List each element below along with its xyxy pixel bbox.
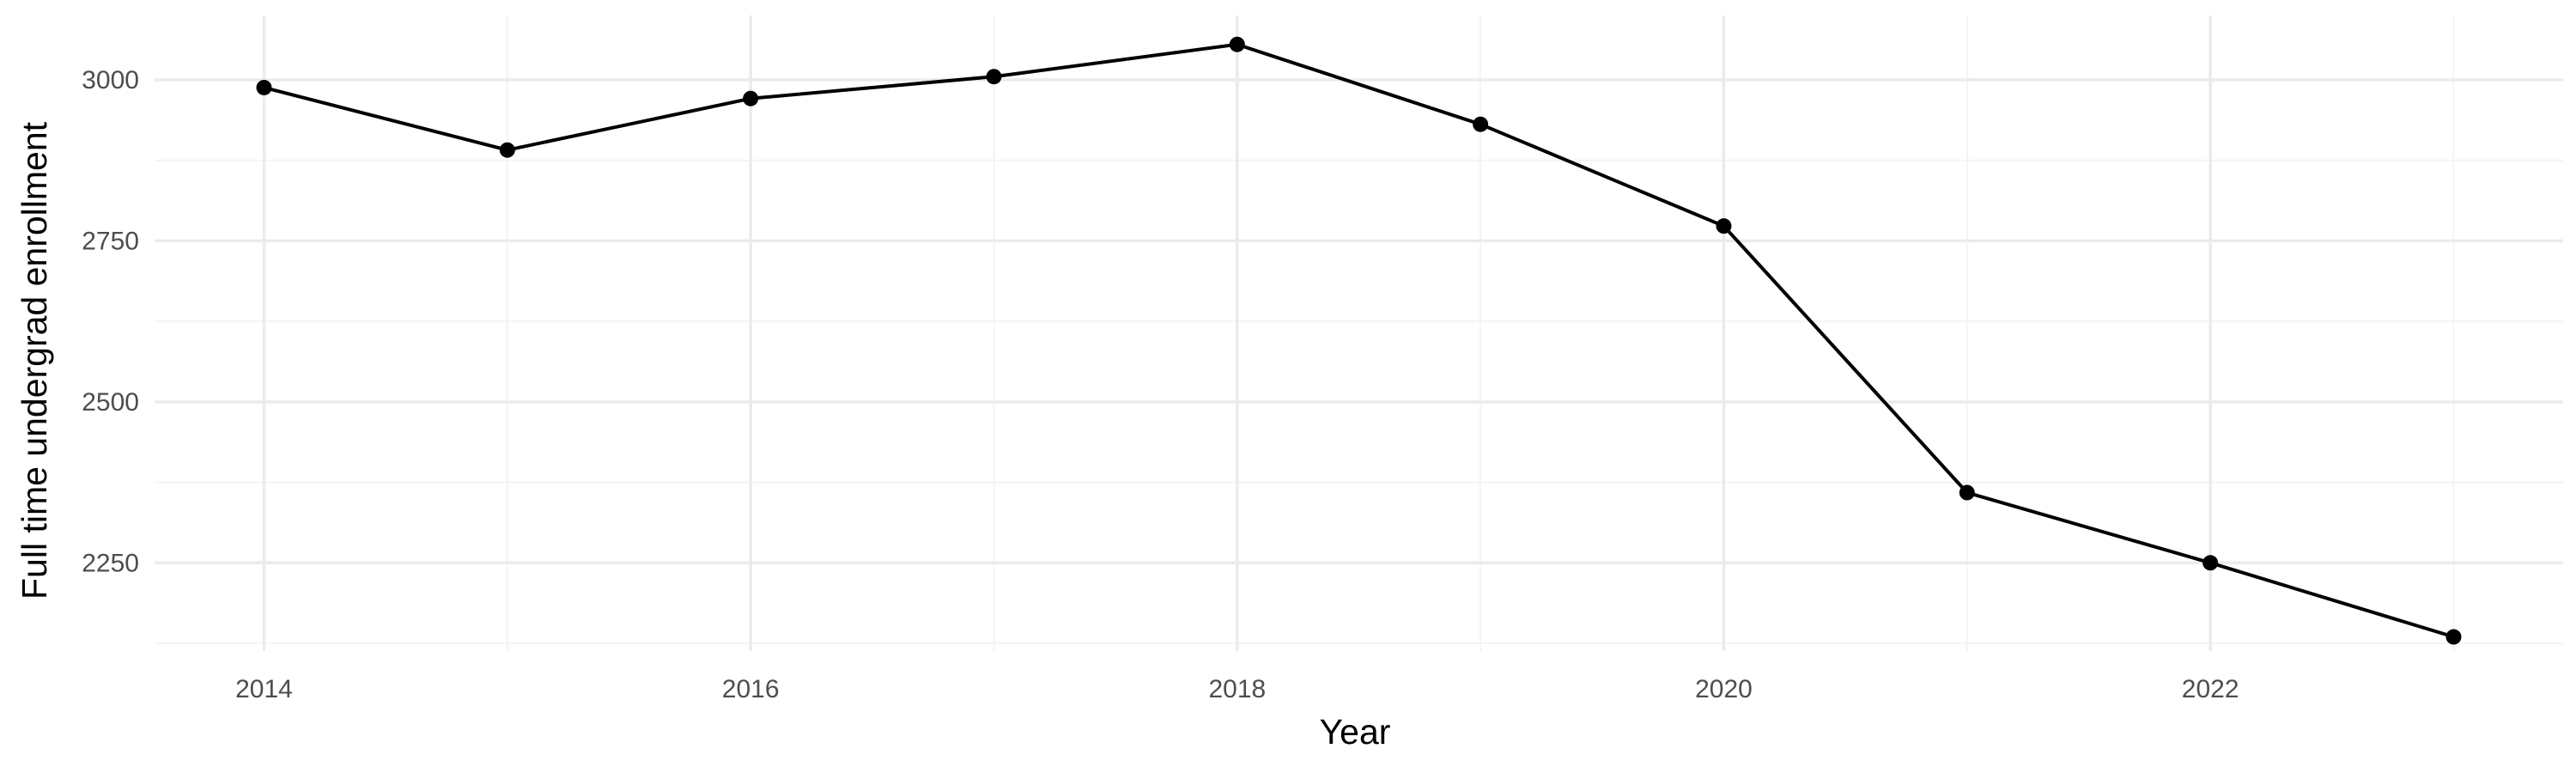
x-tick-label: 2014 [235, 675, 293, 703]
data-point [1959, 484, 1975, 501]
x-axis-title: Year [1320, 712, 1391, 752]
major-gridlines [155, 15, 2563, 651]
data-point [1473, 116, 1489, 132]
y-tick-label: 3000 [82, 66, 139, 94]
y-axis-title: Full time undergrad enrollment [15, 121, 54, 600]
series-layer [264, 42, 2455, 639]
x-tick-label: 2022 [2182, 675, 2239, 703]
y-tick-label: 2750 [82, 227, 139, 255]
data-point [2445, 629, 2462, 645]
y-tick-label: 2500 [82, 388, 139, 417]
x-tick-label: 2020 [1695, 675, 1753, 703]
data-point [743, 90, 759, 107]
data-point [1716, 218, 1732, 234]
data-point [256, 79, 272, 95]
data-point [2202, 555, 2219, 571]
tick-labels: 2014 2016 2018 2020 2022 2250 2500 2750 3000 [82, 66, 2239, 703]
data-point [986, 69, 1002, 85]
y-tick-label: 2250 [82, 549, 139, 577]
points-layer [256, 36, 2462, 645]
data-point [1229, 36, 1245, 52]
x-tick-label: 2016 [722, 675, 780, 703]
minor-gridlines [155, 15, 2563, 651]
data-point [499, 142, 515, 158]
x-tick-label: 2018 [1208, 675, 1266, 703]
series-line [264, 42, 2455, 639]
